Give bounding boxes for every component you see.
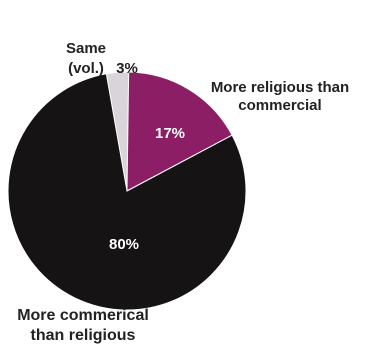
slice-label-line: More commerical — [17, 307, 149, 324]
slice-value-more-religious: 17% — [155, 125, 185, 142]
pie-slice-more-commercial — [7, 73, 247, 311]
slice-label-line: (vol.) — [68, 60, 104, 77]
slice-label-line: Same — [66, 40, 106, 57]
slice-label-line: More religious than — [211, 79, 349, 96]
slice-value-more-commercial: 80% — [109, 236, 139, 253]
slice-label-more-commercial: More commerical than religious — [17, 307, 149, 344]
slice-label-more-religious: More religious than commercial — [211, 79, 349, 114]
slice-value-same: 3% — [116, 60, 138, 77]
slice-label-line: than religious — [31, 327, 136, 344]
pie-slice-more-religious — [126, 71, 233, 192]
slice-label-line: commercial — [238, 97, 321, 114]
slice-label-same: Same (vol.) — [66, 40, 106, 77]
